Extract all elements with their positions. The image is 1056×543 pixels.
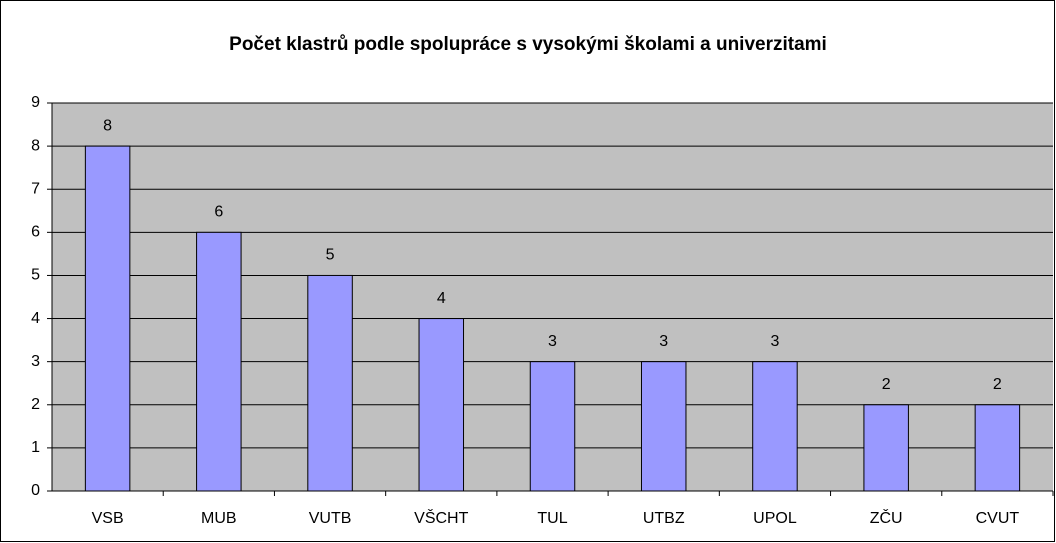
bar bbox=[84, 145, 131, 492]
x-tick-label: CVUT bbox=[976, 510, 1020, 527]
bar bbox=[640, 361, 687, 492]
y-tick-label: 1 bbox=[31, 439, 40, 456]
bar bbox=[307, 274, 353, 492]
bar bbox=[752, 361, 798, 492]
data-label: 2 bbox=[882, 376, 891, 393]
y-tick-label: 2 bbox=[31, 396, 40, 413]
data-label: 5 bbox=[326, 247, 335, 264]
x-tick-label: UTBZ bbox=[643, 510, 685, 527]
y-tick-label: 0 bbox=[31, 482, 40, 499]
data-label: 6 bbox=[214, 204, 223, 221]
bar bbox=[863, 404, 909, 492]
y-tick-label: 6 bbox=[31, 224, 40, 241]
bar bbox=[418, 318, 465, 492]
data-label: 8 bbox=[103, 117, 112, 134]
x-tick-label: VSB bbox=[92, 510, 124, 527]
x-tick-label: ZČU bbox=[870, 508, 903, 527]
x-tick-label: TUL bbox=[537, 510, 567, 527]
y-tick-label: 4 bbox=[31, 310, 40, 327]
y-tick-label: 5 bbox=[31, 267, 40, 284]
bar bbox=[974, 404, 1021, 492]
bar bbox=[529, 361, 576, 492]
data-label: 3 bbox=[548, 333, 557, 350]
y-tick-label: 9 bbox=[31, 94, 40, 111]
data-label: 2 bbox=[993, 376, 1002, 393]
y-tick-label: 3 bbox=[31, 353, 40, 370]
y-tick-label: 8 bbox=[31, 137, 40, 154]
data-label: 3 bbox=[770, 333, 779, 350]
y-tick-label: 7 bbox=[31, 180, 40, 197]
data-label: 3 bbox=[659, 333, 668, 350]
x-tick-label: VUTB bbox=[309, 510, 352, 527]
chart-title: Počet klastrů podle spolupráce s vysokým… bbox=[229, 34, 827, 55]
data-label: 4 bbox=[437, 290, 446, 307]
bar bbox=[196, 231, 242, 492]
x-tick-label: UPOL bbox=[753, 510, 797, 527]
x-tick-label: VŠCHT bbox=[414, 508, 468, 527]
x-tick-label: MUB bbox=[201, 510, 237, 527]
